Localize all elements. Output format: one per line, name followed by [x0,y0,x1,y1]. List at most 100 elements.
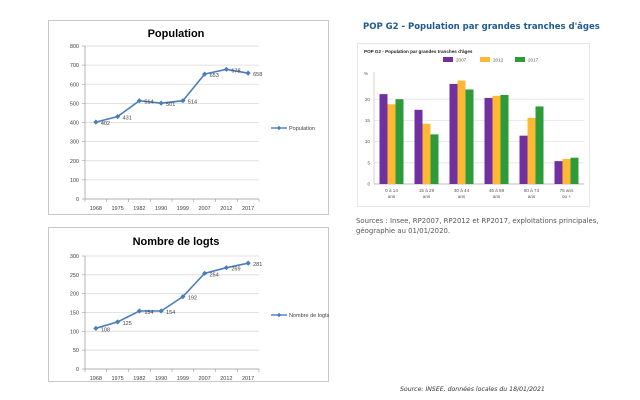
bar-2012 [527,117,536,184]
bar-y-tick-label: 10 [365,139,371,144]
logements-data-label: 192 [188,296,197,302]
population-data-label: 658 [253,72,262,78]
population-legend-label: Population [289,126,315,132]
population-y-tick-label: 600 [70,82,79,88]
legend-label-2012: 2012 [493,58,504,63]
logements-y-tick-label: 300 [70,254,79,260]
bar-y-tick-label: 5 [367,160,370,165]
population-y-tick-label: 0 [76,197,79,203]
legend-label-2017: 2017 [528,58,539,63]
bar-2007 [449,83,458,184]
population-data-point [136,98,142,104]
population-x-tick-label: 1982 [133,206,145,212]
population-x-tick-label: 1975 [112,206,124,212]
logements-x-tick-label: 1975 [112,376,124,382]
logements-y-tick-label: 200 [70,292,79,298]
logements-data-point [93,325,99,331]
logements-x-tick-label: 1982 [133,376,145,382]
logements-x-tick-label: 2017 [242,376,254,382]
bar-2012 [457,80,466,184]
logements-y-tick-label: 250 [70,273,79,279]
bar-2007 [414,109,423,184]
population-y-tick-label: 200 [70,159,79,165]
population-data-point [202,71,208,77]
logements-data-point [115,319,121,325]
legend-label-2007: 2007 [456,58,467,63]
logements-y-tick-label: 100 [70,329,79,335]
population-data-label: 501 [166,102,175,108]
logements-chart: Nombre de logts 0 50 100 150 200 250 300 1968 19… [48,227,330,382]
age-bar-chart-title: POP G2 - Population par grandes tranches… [364,49,473,54]
logements-y-tick-label: 150 [70,311,79,317]
logements-x-tick-label: 1999 [177,376,189,382]
logements-y-tick-label: 0 [76,367,79,373]
population-chart: Population 0 100 200 300 400 500 600 700 800 1968… [48,20,329,215]
population-x-tick-label: 1999 [177,206,189,212]
logements-data-label: 108 [101,327,110,333]
bar-2012 [492,95,501,184]
logements-data-label: 154 [144,310,153,316]
bar-2017 [395,99,404,184]
population-chart-title: Population [148,28,205,40]
population-series-line [95,68,249,123]
logements-data-point [202,270,208,276]
bar-x-tick-label: 75 ans [560,188,574,193]
population-x-tick-label: 1968 [90,206,102,212]
bar-2007 [379,94,388,184]
population-y-tick-label: 800 [70,44,79,50]
source-footer: Source: INSEE, données locales du 18/01/… [400,386,545,393]
population-chart-svg: Population 0 100 200 300 400 500 600 700 800 1968… [70,28,315,212]
logements-x-tick-label: 2012 [220,376,232,382]
legend-swatch-2012 [480,57,490,62]
y-axis-label: % [364,71,368,76]
population-data-label: 514 [188,100,197,106]
legend-swatch-2017 [515,57,525,62]
logements-y-tick-label: 50 [73,348,79,354]
bar-x-tick-label: ans [493,194,501,199]
logements-data-label: 254 [210,272,219,278]
age-bar-chart-svg: POP G2 - Population par grandes tranches… [364,49,584,199]
logements-data-label: 269 [231,267,240,273]
population-data-point [223,66,229,72]
legend-swatch-2007 [443,57,453,62]
population-data-label: 402 [101,121,110,127]
bar-x-tick-label: 60 à 74 [524,188,540,193]
bar-x-tick-label: ans [388,194,396,199]
population-x-tick-label: 2012 [220,206,232,212]
bar-2017 [570,157,579,184]
bar-2017 [535,106,544,184]
age-chart-heading: POP G2 - Population par grandes tranches… [363,22,600,32]
bar-2012 [387,104,396,184]
bar-x-tick-label: 30 à 44 [454,188,470,193]
logements-legend-label: Nombre de logts [289,313,330,319]
bar-y-tick-label: 20 [365,97,371,102]
population-x-tick-label: 1990 [155,206,167,212]
population-data-point [180,98,186,104]
logements-data-point [180,294,186,300]
bar-2007 [484,97,493,184]
population-legend-marker [276,125,282,131]
logements-chart-title: Nombre de logts [133,236,220,248]
bar-2007 [554,161,563,184]
population-data-point [158,100,164,106]
population-y-tick-label: 700 [70,63,79,69]
population-data-label: 678 [231,68,240,74]
population-y-tick-label: 400 [70,121,79,127]
population-y-tick-label: 100 [70,178,79,184]
bar-2012 [422,123,431,184]
population-data-label: 514 [144,100,153,106]
logements-data-point [245,260,251,266]
population-data-label: 431 [123,116,132,122]
logements-data-label: 281 [253,262,262,268]
population-data-point [245,70,251,76]
bar-2017 [465,89,474,184]
logements-data-label: 154 [166,310,175,316]
population-x-tick-label: 2007 [199,206,211,212]
population-y-tick-label: 300 [70,140,79,146]
logements-chart-svg: Nombre de logts 0 50 100 150 200 250 300 1968 19… [70,236,330,382]
bar-2012 [562,158,571,184]
population-x-tick-label: 2017 [242,206,254,212]
sources-note: Sources : Insee, RP2007, RP2012 et RP201… [356,217,599,235]
age-bar-chart: POP G2 - Population par grandes tranches… [357,43,590,207]
logements-series-line [95,262,249,330]
